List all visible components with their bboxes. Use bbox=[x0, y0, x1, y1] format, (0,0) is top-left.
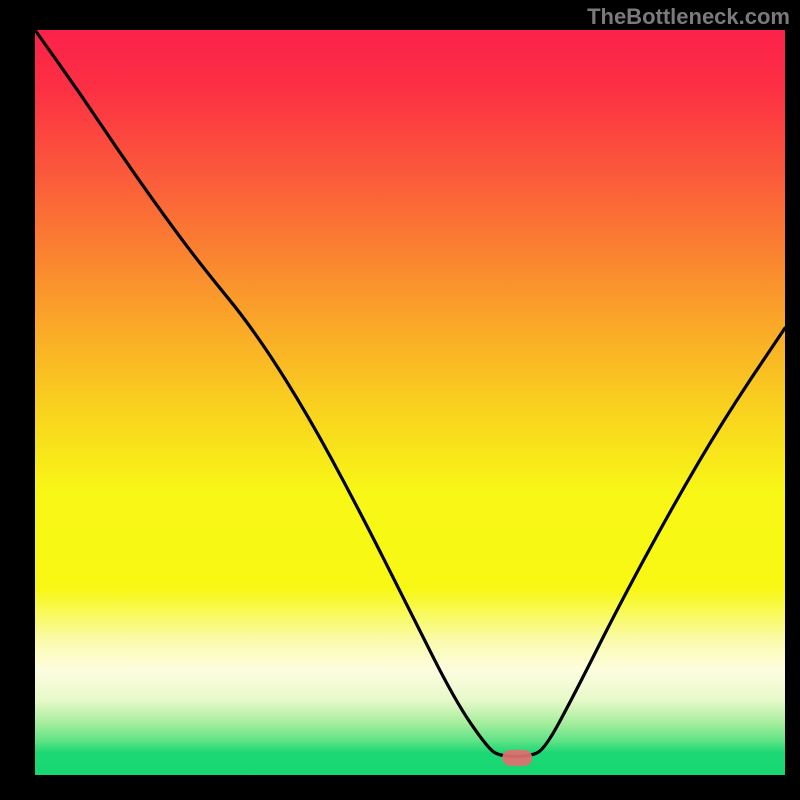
bottleneck-chart bbox=[0, 0, 800, 800]
chart-background bbox=[35, 30, 785, 775]
chart-container: TheBottleneck.com bbox=[0, 0, 800, 800]
optimal-marker bbox=[502, 750, 532, 766]
watermark-text: TheBottleneck.com bbox=[587, 4, 790, 30]
